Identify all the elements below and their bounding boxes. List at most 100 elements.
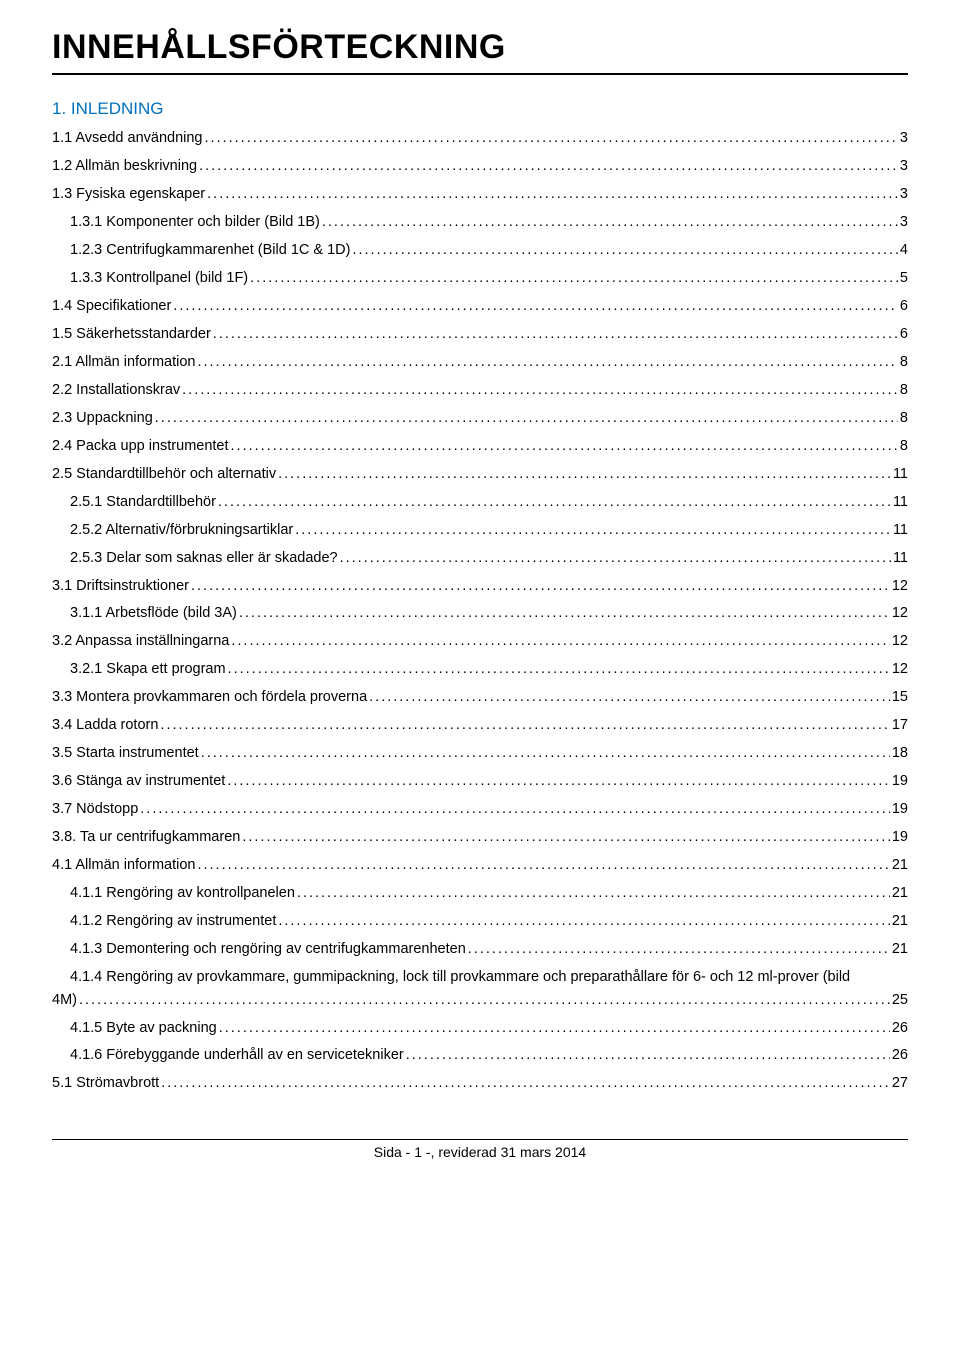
toc-leader	[242, 826, 890, 848]
toc-entry[interactable]: 3.1.1 Arbetsflöde (bild 3A)12	[52, 602, 908, 624]
toc-label: 1.5 Säkerhetsstandarder	[52, 323, 211, 345]
footer-text: Sida - 1 -, reviderad 31 mars 2014	[374, 1144, 586, 1160]
toc-page: 15	[892, 686, 908, 708]
toc-entry[interactable]: 3.7 Nödstopp 19	[52, 798, 908, 820]
toc-entry[interactable]: 1.2.3 Centrifugkammarenhet (Bild 1C & 1D…	[52, 239, 908, 261]
toc-entry[interactable]: 2.4 Packa upp instrumentet8	[52, 435, 908, 457]
toc-page: 12	[892, 630, 908, 652]
toc-label: 3.4 Ladda rotorn	[52, 714, 158, 736]
toc-page: 21	[892, 938, 908, 960]
toc-leader	[160, 714, 889, 736]
toc-page: 8	[900, 407, 908, 429]
toc-leader	[227, 770, 890, 792]
toc-page: 8	[900, 351, 908, 373]
toc-label: 4.1.3 Demontering och rengöring av centr…	[70, 938, 466, 960]
toc-label: 3.1 Driftsinstruktioner	[52, 575, 189, 597]
toc-leader	[201, 742, 890, 764]
toc-entry[interactable]: 4.1.6 Förebyggande underhåll av en servi…	[52, 1044, 908, 1066]
toc-leader	[79, 989, 890, 1011]
toc-leader	[199, 155, 898, 177]
toc-leader	[197, 351, 897, 373]
toc-leader	[218, 491, 891, 513]
toc-label: 2.5.1 Standardtillbehör	[70, 491, 216, 513]
toc-page: 3	[900, 183, 908, 205]
toc-label: 2.3 Uppackning	[52, 407, 153, 429]
toc-label: 2.5.3 Delar som saknas eller är skadade?	[70, 547, 338, 569]
toc-entry[interactable]: 2.5.1 Standardtillbehör 11	[52, 491, 908, 513]
toc-label: 2.1 Allmän information	[52, 351, 195, 373]
toc-leader	[239, 602, 890, 624]
toc-page: 5	[900, 267, 908, 289]
toc-entry[interactable]: 3.4 Ladda rotorn17	[52, 714, 908, 736]
toc-page: 12	[892, 575, 908, 597]
toc-leader	[231, 435, 898, 457]
toc-entry[interactable]: 1.5 Säkerhetsstandarder 6	[52, 323, 908, 345]
toc-entry[interactable]: 3.1 Driftsinstruktioner 12	[52, 575, 908, 597]
toc-entry[interactable]: 2.1 Allmän information 8	[52, 351, 908, 373]
page-title: INNEHÅLLSFÖRTECKNING	[52, 28, 908, 75]
toc-entry[interactable]: 2.2 Installationskrav8	[52, 379, 908, 401]
toc-leader	[140, 798, 890, 820]
toc-leader	[468, 938, 890, 960]
toc-page: 19	[892, 798, 908, 820]
toc-entry[interactable]: 2.5 Standardtillbehör och alternativ 11	[52, 463, 908, 485]
toc-page: 3	[900, 155, 908, 177]
toc-entry[interactable]: 4.1.1 Rengöring av kontrollpanelen21	[52, 882, 908, 904]
toc-label: 1.2 Allmän beskrivning	[52, 155, 197, 177]
toc-entry[interactable]: 2.5.3 Delar som saknas eller är skadade?…	[52, 547, 908, 569]
toc-page: 8	[900, 379, 908, 401]
toc-label: 3.2 Anpassa inställningarna	[52, 630, 229, 652]
toc-leader	[278, 910, 890, 932]
toc-label: 4.1.2 Rengöring av instrumentet	[70, 910, 276, 932]
toc-page: 27	[892, 1072, 908, 1094]
toc-leader	[219, 1017, 890, 1039]
toc-label: 3.7 Nödstopp	[52, 798, 138, 820]
toc-entry[interactable]: 4M)25	[52, 989, 908, 1011]
toc-leader	[182, 379, 898, 401]
toc-leader	[352, 239, 897, 261]
toc-entry[interactable]: 2.3 Uppackning 8	[52, 407, 908, 429]
toc-entry[interactable]: 4.1 Allmän information21	[52, 854, 908, 876]
toc-page: 21	[892, 910, 908, 932]
page-footer: Sida - 1 -, reviderad 31 mars 2014	[52, 1133, 908, 1160]
toc-page: 6	[900, 323, 908, 345]
toc-entry[interactable]: 3.3 Montera provkammaren och fördela pro…	[52, 686, 908, 708]
toc-page: 26	[892, 1017, 908, 1039]
toc-entry[interactable]: 1.3.3 Kontrollpanel (bild 1F)5	[52, 267, 908, 289]
toc-entry[interactable]: 3.6 Stänga av instrumentet19	[52, 770, 908, 792]
toc-leader	[406, 1044, 890, 1066]
toc-page: 18	[892, 742, 908, 764]
toc-label: 1.4 Specifikationer	[52, 295, 171, 317]
toc-entry[interactable]: 2.5.2 Alternativ/förbrukningsartiklar11	[52, 519, 908, 541]
toc-entry[interactable]: 3.5 Starta instrumentet18	[52, 742, 908, 764]
toc-entry[interactable]: 1.1 Avsedd användning3	[52, 127, 908, 149]
toc-entry[interactable]: 1.4 Specifikationer6	[52, 295, 908, 317]
toc-label: 4.1 Allmän information	[52, 854, 195, 876]
toc-page: 11	[893, 519, 908, 541]
toc-label: 4.1.5 Byte av packning	[70, 1017, 217, 1039]
toc-entry[interactable]: 1.3 Fysiska egenskaper3	[52, 183, 908, 205]
toc-page: 11	[893, 547, 908, 569]
toc-entry[interactable]: 3.2 Anpassa inställningarna 12	[52, 630, 908, 652]
toc-entry[interactable]: 3.2.1 Skapa ett program12	[52, 658, 908, 680]
toc-page: 3	[900, 127, 908, 149]
footer-divider	[52, 1139, 908, 1140]
toc-leader	[369, 686, 890, 708]
toc-leader	[228, 658, 890, 680]
toc-label: 3.3 Montera provkammaren och fördela pro…	[52, 686, 367, 708]
toc-label: 4.1.6 Förebyggande underhåll av en servi…	[70, 1044, 404, 1066]
toc-entry[interactable]: 4.1.5 Byte av packning 26	[52, 1017, 908, 1039]
toc-entry[interactable]: 5.1 Strömavbrott27	[52, 1072, 908, 1094]
toc-entry[interactable]: 4.1.4 Rengöring av provkammare, gummipac…	[52, 966, 908, 988]
toc-page: 11	[893, 463, 908, 485]
toc-entry[interactable]: 4.1.2 Rengöring av instrumentet 21	[52, 910, 908, 932]
toc-label: 2.5 Standardtillbehör och alternativ	[52, 463, 276, 485]
toc-entry[interactable]: 3.8. Ta ur centrifugkammaren19	[52, 826, 908, 848]
toc-entry[interactable]: 1.2 Allmän beskrivning 3	[52, 155, 908, 177]
toc-page: 11	[893, 491, 908, 513]
toc-leader	[207, 183, 898, 205]
toc-entry[interactable]: 4.1.3 Demontering och rengöring av centr…	[52, 938, 908, 960]
toc-leader	[205, 127, 898, 149]
toc-leader	[161, 1072, 890, 1094]
toc-entry[interactable]: 1.3.1 Komponenter och bilder (Bild 1B)3	[52, 211, 908, 233]
